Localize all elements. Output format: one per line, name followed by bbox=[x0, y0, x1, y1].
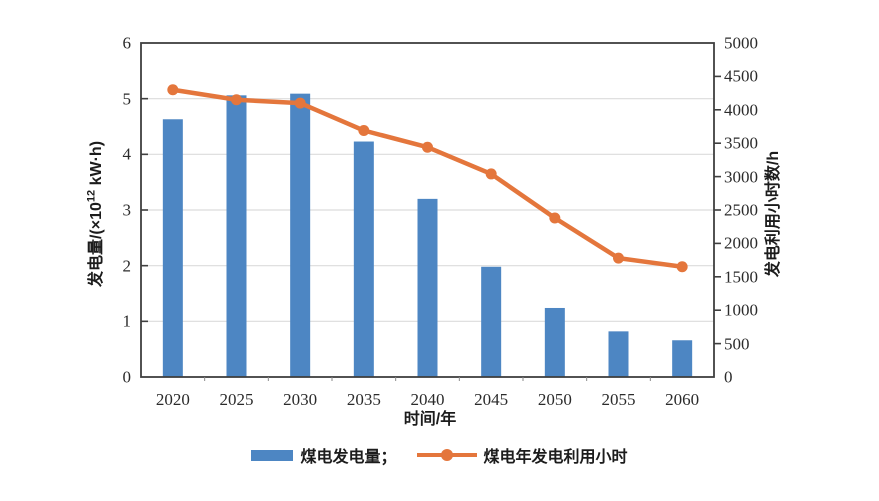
y-left-axis-title: 发电量/(×1012 kW·h) bbox=[85, 140, 105, 288]
line-point bbox=[294, 97, 306, 109]
y-left-tick-label: 1 bbox=[122, 311, 132, 331]
y-left-title-superscript: 12 bbox=[85, 189, 98, 203]
bar bbox=[417, 198, 438, 377]
line-point bbox=[676, 261, 688, 273]
y-left-tick-label: 6 bbox=[122, 33, 132, 53]
bar bbox=[672, 340, 693, 377]
line-point bbox=[231, 94, 242, 106]
y-right-tick-label: 3000 bbox=[724, 167, 758, 187]
legend-bar-label: 煤电发电量； bbox=[300, 449, 397, 466]
chart-legend: 煤电发电量； 煤电年发电利用小时 bbox=[0, 443, 879, 467]
bar bbox=[226, 95, 247, 378]
y-right-tick-label: 1500 bbox=[724, 267, 758, 287]
bar bbox=[544, 307, 565, 377]
y-right-tick-label: 3500 bbox=[724, 133, 758, 153]
line-series-swatch-icon bbox=[416, 449, 477, 461]
y-right-axis-title: 发电利用小时数/h bbox=[765, 150, 782, 278]
legend-line-label: 煤电年发电利用小时 bbox=[483, 449, 628, 466]
line-point bbox=[613, 252, 624, 264]
line-point bbox=[422, 141, 433, 153]
y-right-tick-label: 4500 bbox=[724, 66, 758, 86]
x-tick-label: 2040 bbox=[410, 390, 445, 409]
legend-item-line: 煤电年发电利用小时 bbox=[416, 443, 628, 467]
bar bbox=[353, 141, 374, 377]
line-point bbox=[485, 168, 497, 180]
x-tick-label: 2050 bbox=[537, 390, 572, 409]
y-left-tick-label: 0 bbox=[122, 367, 132, 387]
y-left-tick-label: 4 bbox=[122, 144, 132, 164]
y-right-tick-label: 0 bbox=[724, 367, 733, 387]
legend-item-bar: 煤电发电量； bbox=[251, 443, 397, 467]
bar bbox=[481, 266, 502, 377]
x-axis-title: 时间/年 bbox=[403, 411, 457, 428]
y-right-tick-label: 500 bbox=[724, 334, 750, 354]
line-point bbox=[167, 84, 179, 96]
y-left-tick-label: 2 bbox=[122, 256, 132, 276]
y-right-tick-label: 1000 bbox=[724, 300, 758, 320]
x-tick-label: 2020 bbox=[155, 390, 190, 409]
line-point bbox=[358, 125, 370, 137]
y-right-tick-label: 5000 bbox=[724, 33, 758, 53]
y-right-tick-label: 2500 bbox=[724, 200, 758, 220]
x-tick-label: 2030 bbox=[283, 390, 318, 409]
y-right-tick-label: 2000 bbox=[724, 233, 758, 253]
line-swatch-marker-icon bbox=[440, 449, 453, 461]
x-tick-label: 2055 bbox=[601, 390, 636, 409]
y-right-tick-label: 4000 bbox=[724, 100, 758, 120]
x-tick-label: 2025 bbox=[219, 390, 254, 409]
bar bbox=[162, 119, 183, 377]
y-left-tick-label: 3 bbox=[122, 200, 132, 220]
y-left-title-suffix: kW·h) bbox=[88, 140, 105, 190]
bar-series-swatch-icon bbox=[251, 449, 294, 461]
x-tick-label: 2045 bbox=[474, 390, 509, 409]
bar bbox=[290, 93, 311, 377]
bar bbox=[608, 331, 629, 377]
x-tick-label: 2060 bbox=[665, 390, 700, 409]
y-left-title-prefix: 发电量/(×10 bbox=[88, 202, 105, 288]
line-point bbox=[549, 212, 561, 224]
y-left-tick-label: 5 bbox=[122, 89, 132, 109]
x-tick-label: 2035 bbox=[346, 390, 381, 409]
